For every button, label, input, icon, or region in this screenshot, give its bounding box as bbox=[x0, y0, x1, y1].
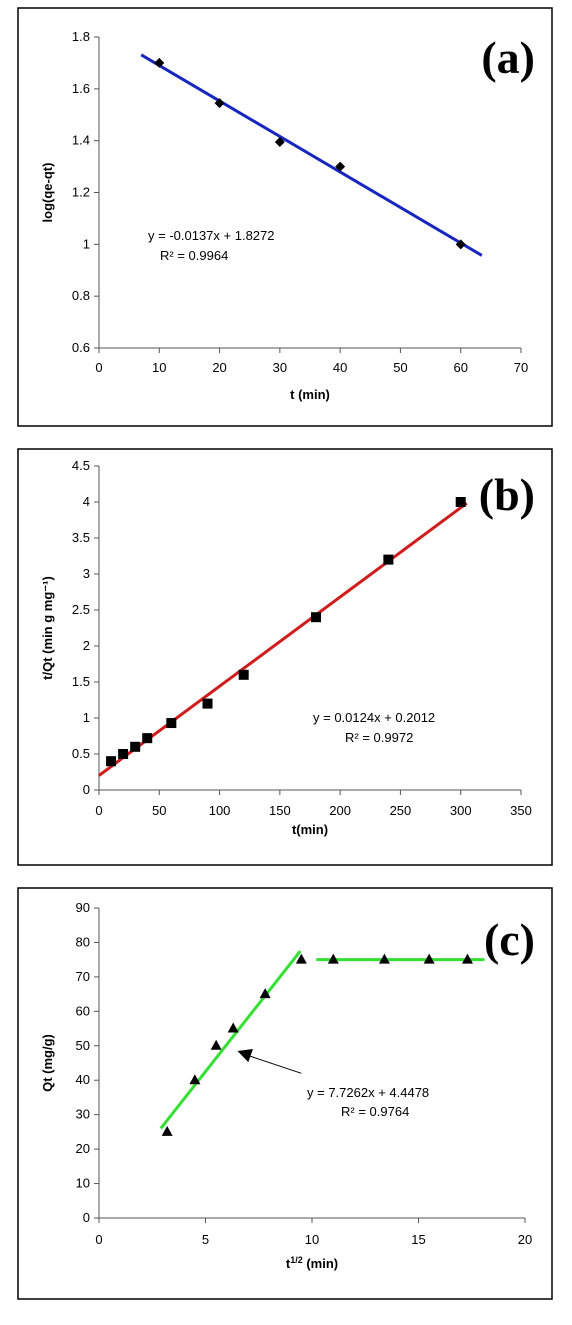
chart-a-y-axis-label: log(qe-qt) bbox=[40, 163, 55, 223]
chart-b-r-squared: R² = 0.9972 bbox=[345, 730, 413, 745]
chart-c-data-point bbox=[189, 1074, 201, 1085]
chart-b-x-tick-label: 50 bbox=[152, 803, 166, 818]
chart-c-x-tick-label: 20 bbox=[518, 1232, 532, 1247]
chart-c-panel-label: (c) bbox=[484, 914, 535, 965]
chart-c-x-tick-label: 15 bbox=[411, 1232, 425, 1247]
chart-c-frame bbox=[17, 887, 553, 1300]
chart-b-x-tick-label: 150 bbox=[269, 803, 291, 818]
chart-c-y-tick-label: 20 bbox=[76, 1141, 90, 1156]
chart-c-annotation-arrow-line bbox=[246, 1054, 302, 1074]
chart-b-data-point bbox=[238, 669, 249, 680]
chart-b-y-tick-label: 0 bbox=[83, 782, 90, 797]
chart-b-y-tick-label: 2 bbox=[83, 638, 90, 653]
chart-c-y-tick-label: 70 bbox=[76, 969, 90, 984]
chart-c-data-point bbox=[227, 1022, 239, 1033]
chart-b-x-axis-label: t(min) bbox=[292, 822, 328, 837]
chart-b-y-tick-label: 0.5 bbox=[72, 746, 90, 761]
chart-c-trendline bbox=[159, 950, 302, 1130]
chart-a-x-tick-label: 10 bbox=[152, 360, 166, 375]
chart-b-y-tick-label: 2.5 bbox=[72, 602, 90, 617]
chart-b-y-tick-label: 4 bbox=[83, 494, 90, 509]
chart-b-data-point bbox=[202, 698, 213, 709]
chart-b-data-point bbox=[118, 749, 129, 759]
chart-a-y-tick-label: 0.6 bbox=[72, 340, 90, 355]
chart-b-frame bbox=[17, 448, 553, 866]
chart-c-data-point bbox=[259, 988, 271, 999]
chart-a-panel-label: (a) bbox=[481, 32, 535, 83]
chart-c-y-tick-label: 30 bbox=[76, 1107, 90, 1122]
chart-b-x-tick-label: 200 bbox=[329, 803, 351, 818]
chart-a-y-tick-label: 1.8 bbox=[72, 29, 90, 44]
chart-b-y-axis-label: t/Qt (min g mg⁻¹) bbox=[40, 576, 55, 680]
chart-a-trendline bbox=[140, 53, 483, 257]
chart-c-data-point bbox=[161, 1125, 173, 1136]
chart-c-r-squared: R² = 0.9764 bbox=[341, 1104, 409, 1119]
chart-b-x-tick-label: 100 bbox=[209, 803, 231, 818]
chart-b-y-tick-label: 1 bbox=[83, 710, 90, 725]
chart-a-data-point bbox=[214, 98, 225, 109]
chart-c-y-axis-label: Qt (mg/g) bbox=[40, 1034, 55, 1092]
chart-c-data-point bbox=[423, 953, 435, 964]
chart-c-x-tick-label: 0 bbox=[95, 1232, 102, 1247]
chart-b-data-point bbox=[106, 756, 117, 767]
chart-a-data-point bbox=[274, 136, 285, 147]
chart-a-frame bbox=[17, 7, 553, 427]
chart-a-x-tick-label: 50 bbox=[393, 360, 407, 375]
chart-a-data-point bbox=[455, 239, 466, 250]
chart-b-x-tick-label: 350 bbox=[510, 803, 532, 818]
chart-c-annotation-arrow-head bbox=[237, 1048, 253, 1063]
chart-c-y-tick-label: 40 bbox=[76, 1072, 90, 1087]
chart-b-y-tick-label: 3.5 bbox=[72, 530, 90, 545]
chart-a-x-tick-label: 20 bbox=[212, 360, 226, 375]
chart-a-data-point bbox=[154, 57, 165, 68]
chart-a-equation: y = -0.0137x + 1.8272 bbox=[148, 228, 274, 243]
chart-a-x-tick-label: 30 bbox=[273, 360, 287, 375]
chart-b-x-tick-label: 300 bbox=[450, 803, 472, 818]
chart-c-x-tick-label: 5 bbox=[202, 1232, 209, 1247]
chart-a-x-tick-label: 0 bbox=[95, 360, 102, 375]
chart-b-data-point bbox=[142, 733, 153, 744]
chart-a-y-tick-label: 0.8 bbox=[72, 288, 90, 303]
chart-c-data-point bbox=[210, 1039, 222, 1050]
chart-c-y-tick-label: 60 bbox=[76, 1003, 90, 1018]
chart-c-y-tick-label: 0 bbox=[83, 1210, 90, 1225]
chart-c-data-point bbox=[461, 953, 473, 964]
chart-b-trendline bbox=[98, 502, 468, 777]
chart-a-y-tick-label: 1.4 bbox=[72, 133, 90, 148]
chart-b-data-point bbox=[166, 718, 177, 729]
chart-c-data-point bbox=[378, 953, 390, 964]
chart-a-x-tick-label: 70 bbox=[514, 360, 528, 375]
chart-b-y-tick-label: 4.5 bbox=[72, 458, 90, 473]
chart-a-x-axis-label: t (min) bbox=[290, 387, 330, 402]
chart-c-data-point bbox=[295, 953, 307, 964]
chart-c-x-tick-label: 10 bbox=[305, 1232, 319, 1247]
chart-b-y-tick-label: 3 bbox=[83, 566, 90, 581]
chart-c-x-axis-label: t1/2 (min) bbox=[286, 1255, 338, 1271]
chart-c-y-tick-label: 50 bbox=[76, 1038, 90, 1053]
chart-b-data-point bbox=[311, 612, 322, 623]
chart-c-y-tick-label: 10 bbox=[76, 1176, 90, 1191]
chart-c-y-tick-label: 90 bbox=[76, 900, 90, 915]
chart-b-y-tick-label: 1.5 bbox=[72, 674, 90, 689]
chart-a-data-point bbox=[335, 161, 346, 172]
chart-c-y-tick-label: 80 bbox=[76, 934, 90, 949]
chart-b-x-tick-label: 0 bbox=[95, 803, 102, 818]
chart-b-data-point bbox=[130, 741, 141, 752]
chart-b-equation: y = 0.0124x + 0.2012 bbox=[313, 710, 435, 725]
chart-c-equation: y = 7.7262x + 4.4478 bbox=[307, 1085, 429, 1100]
chart-c-data-point bbox=[327, 953, 339, 964]
chart-b-x-tick-label: 250 bbox=[390, 803, 412, 818]
chart-b-data-point bbox=[383, 554, 394, 565]
chart-a-y-tick-label: 1.2 bbox=[72, 185, 90, 200]
chart-a-y-tick-label: 1.6 bbox=[72, 81, 90, 96]
chart-a-r-squared: R² = 0.9964 bbox=[160, 248, 228, 263]
chart-b-data-point bbox=[455, 497, 466, 507]
chart-b-panel-label: (b) bbox=[479, 469, 535, 520]
chart-a-x-tick-label: 60 bbox=[453, 360, 467, 375]
chart-a-y-tick-label: 1 bbox=[83, 236, 90, 251]
chart-a-x-tick-label: 40 bbox=[333, 360, 347, 375]
